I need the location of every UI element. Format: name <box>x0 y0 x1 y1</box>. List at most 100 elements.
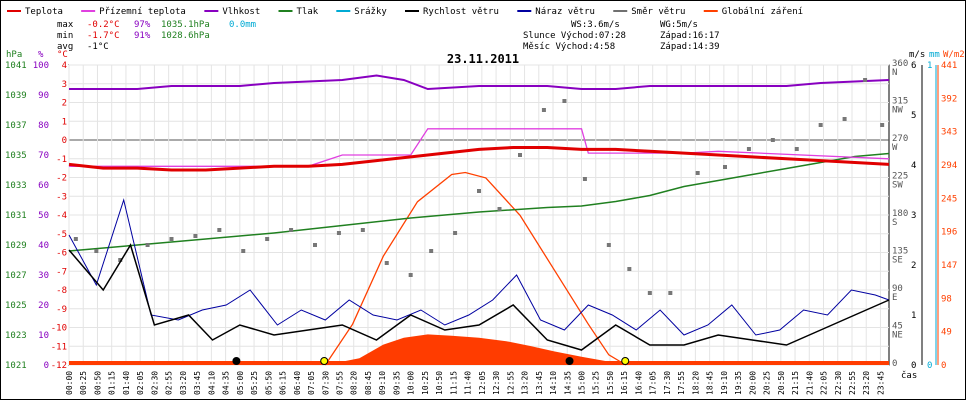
c-tick-label: -3 <box>56 192 67 202</box>
wind-direction-point <box>408 273 413 277</box>
pct-tick-label: 30 <box>38 271 49 281</box>
time-tick-label: 00:00 <box>65 371 74 395</box>
c-tick-label: -8 <box>56 286 67 296</box>
hpa-tick-label: 1033 <box>5 181 27 191</box>
wind-direction-point <box>818 123 823 127</box>
wind-direction-point <box>562 99 567 103</box>
time-tick-label: 08:45 <box>364 371 373 395</box>
time-tick-label: 14:10 <box>549 371 558 395</box>
stat-max-press: 1035.1hPa <box>161 20 210 30</box>
wind-direction-point <box>313 243 317 247</box>
time-tick-label: 22:55 <box>848 371 857 395</box>
pct-tick-label: 60 <box>38 181 49 191</box>
series-zareni <box>324 171 627 366</box>
time-tick-label: 22:30 <box>834 371 843 395</box>
stat-avg-label: avg <box>57 42 73 52</box>
wm2-tick-label: 245 <box>941 194 957 204</box>
info-ws: WS:3.6m/s <box>571 20 620 30</box>
pct-tick-label: 50 <box>38 211 49 221</box>
ms-tick-label: 6 <box>911 61 916 71</box>
marker-sun-rise <box>320 357 329 365</box>
legend-label-1: Přízemní teplota <box>99 7 186 17</box>
time-tick-label: 16:40 <box>634 371 643 395</box>
marker-moon-rise <box>232 357 241 365</box>
wind-direction-point <box>794 147 799 151</box>
c-tick-label: -1 <box>56 155 67 165</box>
astro-markers <box>232 357 630 365</box>
stat-max-rain: 0.0mm <box>229 20 256 30</box>
dir-tick-deg: 0 <box>892 359 897 369</box>
pct-tick-label: 90 <box>38 91 49 101</box>
wind-direction-point <box>518 153 522 157</box>
time-tick-label: 15:00 <box>578 371 587 395</box>
dir-tick-name: NE <box>892 331 903 341</box>
time-tick-label: 07:55 <box>335 371 344 395</box>
c-tick-label: -10 <box>51 324 67 334</box>
legend-label-6: Náraz větru <box>535 7 595 17</box>
c-tick-label: -5 <box>56 230 67 240</box>
pct-tick-label: 40 <box>38 241 49 251</box>
dir-tick-name: N <box>892 68 897 78</box>
time-tick-label: 13:20 <box>521 371 530 395</box>
legend-label-8: Globální záření <box>722 7 803 17</box>
time-tick-label: 17:30 <box>663 371 672 395</box>
time-tick-label: 05:50 <box>264 371 273 395</box>
time-tick-label: 00:50 <box>93 371 102 395</box>
time-tick-label: 19:35 <box>734 371 743 395</box>
wind-direction-point <box>647 291 652 295</box>
ms-tick-label: 3 <box>911 211 916 221</box>
time-tick-label: 13:45 <box>535 371 544 395</box>
wm2-tick-label: 294 <box>941 161 957 171</box>
wind-direction-point <box>289 228 294 232</box>
time-tick-label: 21:40 <box>805 371 814 395</box>
radiation-fill <box>325 334 626 365</box>
dir-tick-name: E <box>892 293 897 303</box>
time-tick-label: 19:10 <box>720 371 729 395</box>
time-tick-label: 20:25 <box>763 371 772 395</box>
time-tick-label: 07:05 <box>307 371 316 395</box>
wind-direction-point <box>695 171 700 175</box>
legend-label-3: Tlak <box>297 7 319 17</box>
wm2-tick-label: 196 <box>941 228 957 238</box>
info-mesic-zapad: Západ:14:39 <box>660 42 720 52</box>
hpa-tick-label: 1037 <box>5 121 27 131</box>
time-tick-label: 10:00 <box>407 371 416 395</box>
pct-unit: % <box>38 50 44 60</box>
mm-tick-label: 0 <box>927 361 932 371</box>
pct-tick-label: 100 <box>33 61 49 71</box>
hpa-tick-label: 1035 <box>5 151 27 161</box>
time-tick-label: 07:30 <box>321 371 330 395</box>
dir-tick-deg: 360 <box>892 59 908 69</box>
wind-direction-point <box>668 291 673 295</box>
wind-direction-point <box>193 234 198 238</box>
pct-tick-label: 80 <box>38 121 49 131</box>
c-unit: °C <box>57 50 68 60</box>
time-tick-label: 09:35 <box>392 371 401 395</box>
x-axis-label: čas <box>901 370 917 381</box>
time-tick-label: 03:20 <box>179 371 188 395</box>
wind-direction-point <box>217 228 222 232</box>
time-tick-label: 12:30 <box>492 371 501 395</box>
time-tick-label: 02:30 <box>150 371 159 395</box>
time-tick-label: 17:05 <box>649 371 658 395</box>
hpa-tick-label: 1029 <box>5 241 27 251</box>
hpa-unit: hPa <box>6 50 22 60</box>
c-tick-label: -12 <box>51 361 67 371</box>
dir-tick-deg: 315 <box>892 97 908 107</box>
c-tick-label: 4 <box>62 61 67 71</box>
wind-direction-point <box>169 237 174 241</box>
time-tick-label: 23:20 <box>862 371 871 395</box>
dir-tick-deg: 180 <box>892 209 908 219</box>
series-vlhkost <box>69 74 890 91</box>
wm2-tick-label: 392 <box>941 94 957 104</box>
c-tick-label: -2 <box>56 174 67 184</box>
c-tick-label: -9 <box>56 305 67 315</box>
wm2-tick-label: 343 <box>941 128 957 138</box>
time-tick-label: 02:55 <box>165 371 174 395</box>
dir-tick-deg: 270 <box>892 134 908 144</box>
wind-direction-point <box>746 147 751 151</box>
series-tlak <box>68 152 890 252</box>
series-teplota <box>68 146 890 172</box>
